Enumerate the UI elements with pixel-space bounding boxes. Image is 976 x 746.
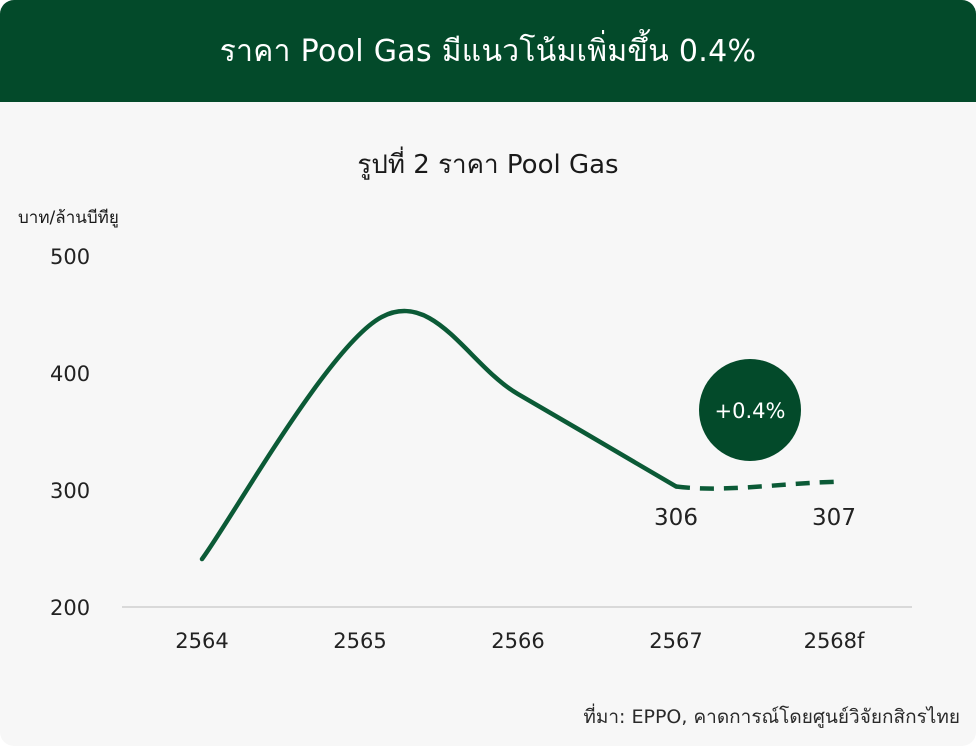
price-line-forecast <box>675 479 835 491</box>
x-tick-label: 2566 <box>491 629 544 653</box>
source-note: ที่มา: EPPO, คาดการณ์โดยศูนย์วิจัยกสิกรไ… <box>583 706 960 728</box>
y-axis-unit-label: บาท/ล้านบีทียู <box>18 208 119 228</box>
data-label: 306 <box>654 505 698 531</box>
header-banner: ราคา Pool Gas มีแนวโน้มเพิ่มขึ้น 0.4% <box>0 0 976 102</box>
x-tick-label: 2565 <box>333 629 386 653</box>
data-labels: 306 307 <box>654 505 856 531</box>
x-tick-label: 2567 <box>649 629 702 653</box>
y-tick-label: 400 <box>50 362 90 386</box>
y-tick-label: 200 <box>50 596 90 620</box>
y-tick-label: 300 <box>50 479 90 503</box>
price-line-actual <box>199 308 679 562</box>
x-tick-label: 2568f <box>804 629 865 653</box>
y-axis-ticks: 200 300 400 500 <box>50 245 90 620</box>
data-label: 307 <box>812 505 856 531</box>
x-tick-label: 2564 <box>175 629 228 653</box>
change-bubble <box>699 359 801 461</box>
chart-title: รูปที่ 2 ราคา Pool Gas <box>357 150 619 180</box>
banner-title: ราคา Pool Gas มีแนวโน้มเพิ่มขึ้น 0.4% <box>219 33 757 69</box>
y-tick-label: 500 <box>50 245 90 269</box>
change-bubble-text: +0.4% <box>715 399 786 423</box>
x-axis-ticks: 2564 2565 2566 2567 2568f <box>175 629 865 653</box>
